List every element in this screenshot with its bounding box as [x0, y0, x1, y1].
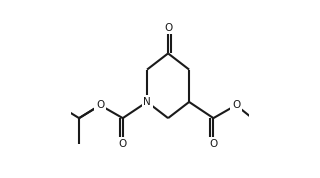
Text: O: O	[164, 22, 172, 33]
Text: O: O	[96, 100, 104, 110]
Text: N: N	[143, 97, 151, 107]
Text: O: O	[119, 139, 127, 149]
Text: O: O	[232, 100, 240, 110]
Text: O: O	[209, 139, 218, 149]
